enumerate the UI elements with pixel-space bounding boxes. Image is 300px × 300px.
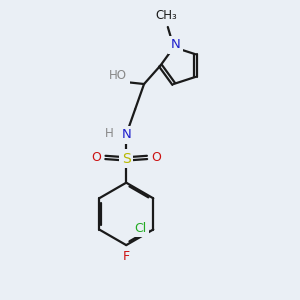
Text: H: H	[105, 127, 113, 140]
Text: N: N	[170, 38, 180, 51]
Text: Cl: Cl	[135, 221, 147, 235]
Text: O: O	[152, 151, 161, 164]
Text: HO: HO	[109, 69, 127, 82]
Text: CH₃: CH₃	[155, 9, 177, 22]
Text: F: F	[123, 250, 130, 263]
Text: O: O	[91, 151, 101, 164]
Text: N: N	[121, 128, 131, 141]
Text: S: S	[122, 152, 130, 166]
